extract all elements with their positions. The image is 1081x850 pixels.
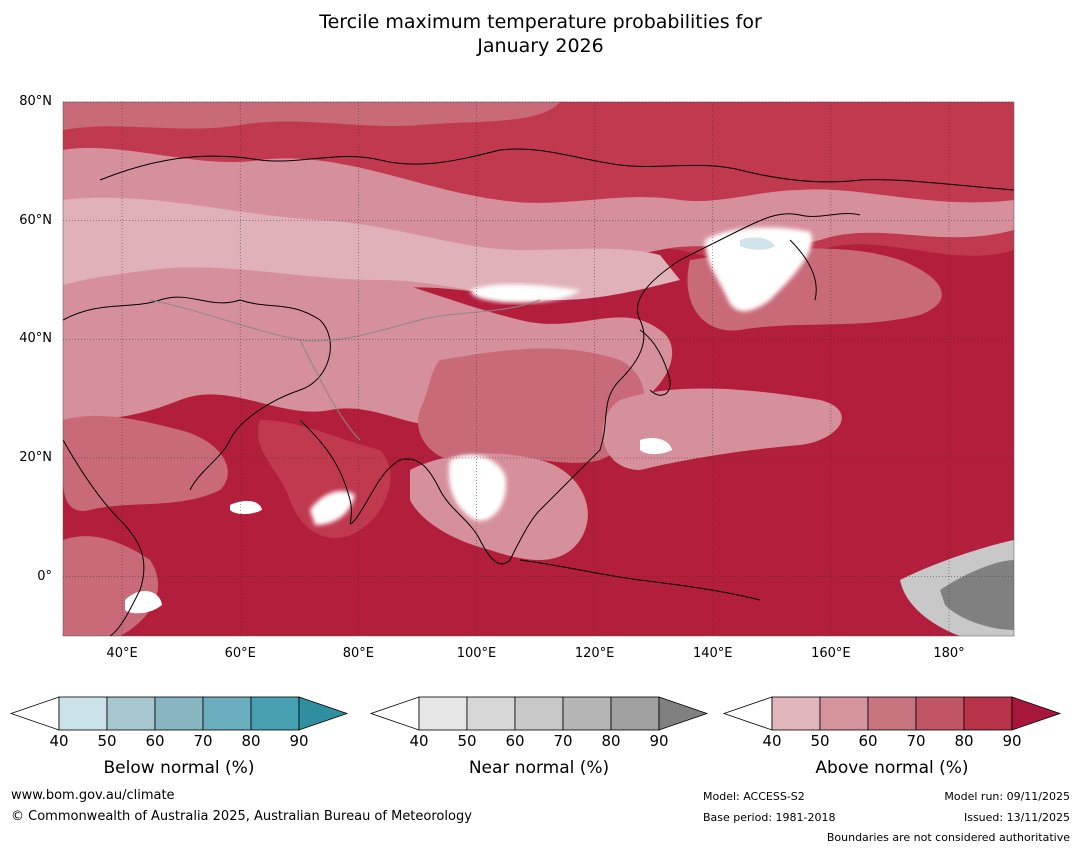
legend-below-swatch [58, 696, 108, 731]
zone-arabia [63, 415, 228, 511]
near-normal-south-pacific-dark [940, 560, 1014, 630]
legend-above [722, 696, 1062, 731]
coastline-japan [639, 329, 671, 396]
legend-below [9, 696, 349, 731]
legend-tick-label: 80 [241, 732, 261, 750]
near-normal-east-africa [125, 590, 162, 614]
legend-tick-label: 80 [954, 732, 974, 750]
legend-above-swatch [819, 696, 869, 731]
legend-below-swatch [106, 696, 156, 731]
zone-mid [63, 197, 680, 300]
zone-east-arctic [620, 102, 1014, 180]
footer-website: www.bom.gov.au/climate [11, 788, 175, 803]
footer-model-run: Model run: 09/11/2025 [944, 790, 1070, 803]
legend-near-swatch [514, 696, 564, 731]
lat-tick-label: 40°N [19, 331, 52, 347]
lon-tick-label: 120°E [574, 646, 615, 661]
lat-tick-label: 80°N [19, 94, 52, 109]
legend-below-high-extend [298, 696, 349, 731]
lon-tick-label: 100°E [456, 646, 497, 661]
coastline-indonesia [519, 559, 761, 601]
near-normal-india [310, 490, 355, 525]
legend-near-swatch [610, 696, 660, 731]
legend-near [369, 696, 709, 731]
chart-title: Tercile maximum temperature probabilitie… [0, 10, 1081, 58]
lon-tick-label: 40°E [106, 646, 138, 661]
legend-tick-label: 40 [409, 732, 429, 750]
legend-tick-label: 90 [649, 732, 669, 750]
legend-tick-label: 60 [858, 732, 878, 750]
zone-china-70 [418, 348, 645, 463]
forecast-map [62, 101, 1015, 637]
legend-tick-label: 70 [193, 732, 213, 750]
legend-tick-label: 40 [49, 732, 69, 750]
legend-above-swatch [963, 696, 1013, 731]
legend-near-low-extend [369, 696, 420, 731]
near-normal-pacific [640, 438, 672, 455]
lat-tick-label: 20°N [19, 450, 52, 465]
coastline-arctic [99, 148, 1014, 191]
footer-disclaimer: Boundaries are not considered authoritat… [826, 831, 1070, 844]
legend-near-swatch [562, 696, 612, 731]
footer-base-period: Base period: 1981-2018 [703, 811, 836, 824]
near-normal-indochina [448, 455, 506, 521]
lon-tick-label: 140°E [692, 646, 733, 661]
near-normal-okhotsk [705, 227, 812, 312]
legend-title: Below normal (%) [103, 758, 255, 778]
legend-near-high-extend [658, 696, 709, 731]
legend-tick-label: 90 [289, 732, 309, 750]
legend-title: Near normal (%) [468, 758, 610, 778]
legend-above-low-extend [722, 696, 773, 731]
legend-below-swatch [250, 696, 300, 731]
footer-copyright: © Commonwealth of Australia 2025, Austra… [11, 809, 472, 824]
coastline-kamchatka [789, 239, 817, 301]
lat-tick-label: 60°N [19, 212, 52, 228]
legend-tick-label: 60 [505, 732, 525, 750]
map-frame [62, 101, 1015, 637]
near-normal-arabian-sea [230, 500, 262, 515]
lon-tick-label: 180° [933, 646, 965, 661]
legend-tick-label: 70 [906, 732, 926, 750]
legend-tick-label: 90 [1002, 732, 1022, 750]
legend-title: Above normal (%) [815, 758, 969, 778]
legend-above-swatch [915, 696, 965, 731]
zone-india [257, 420, 391, 539]
legend-above-swatch [867, 696, 917, 731]
legend-near-swatch [418, 696, 468, 731]
legend-below-swatch [154, 696, 204, 731]
footer-model: Model: ACCESS-S2 [703, 790, 805, 803]
title-line-2: January 2026 [477, 35, 604, 57]
legend-tick-label: 50 [97, 732, 117, 750]
lon-tick-label: 80°E [342, 646, 374, 661]
near-normal-mongolia [470, 284, 580, 303]
coastline-eurasia [63, 213, 861, 565]
borders [149, 299, 541, 441]
legend-above-high-extend [1011, 696, 1062, 731]
legend-tick-label: 50 [810, 732, 830, 750]
legend-below-low-extend [9, 696, 60, 731]
legend-tick-label: 50 [457, 732, 477, 750]
legend-tick-label: 80 [601, 732, 621, 750]
legend-tick-label: 40 [762, 732, 782, 750]
coastline-africa [63, 439, 145, 636]
below-normal-okhotsk [740, 237, 775, 250]
footer-issued: Issued: 13/11/2025 [963, 811, 1070, 824]
legend-tick-label: 60 [145, 732, 165, 750]
lon-tick-label: 60°E [224, 646, 256, 661]
legend-near-swatch [466, 696, 516, 731]
lat-tick-label: 0° [37, 568, 52, 584]
legend-tick-label: 70 [553, 732, 573, 750]
legend-below-swatch [202, 696, 252, 731]
title-line-1: Tercile maximum temperature probabilitie… [319, 11, 762, 33]
zone-arctic-70 [63, 102, 560, 130]
lon-tick-label: 160°E [811, 646, 851, 661]
legend-above-swatch [771, 696, 821, 731]
